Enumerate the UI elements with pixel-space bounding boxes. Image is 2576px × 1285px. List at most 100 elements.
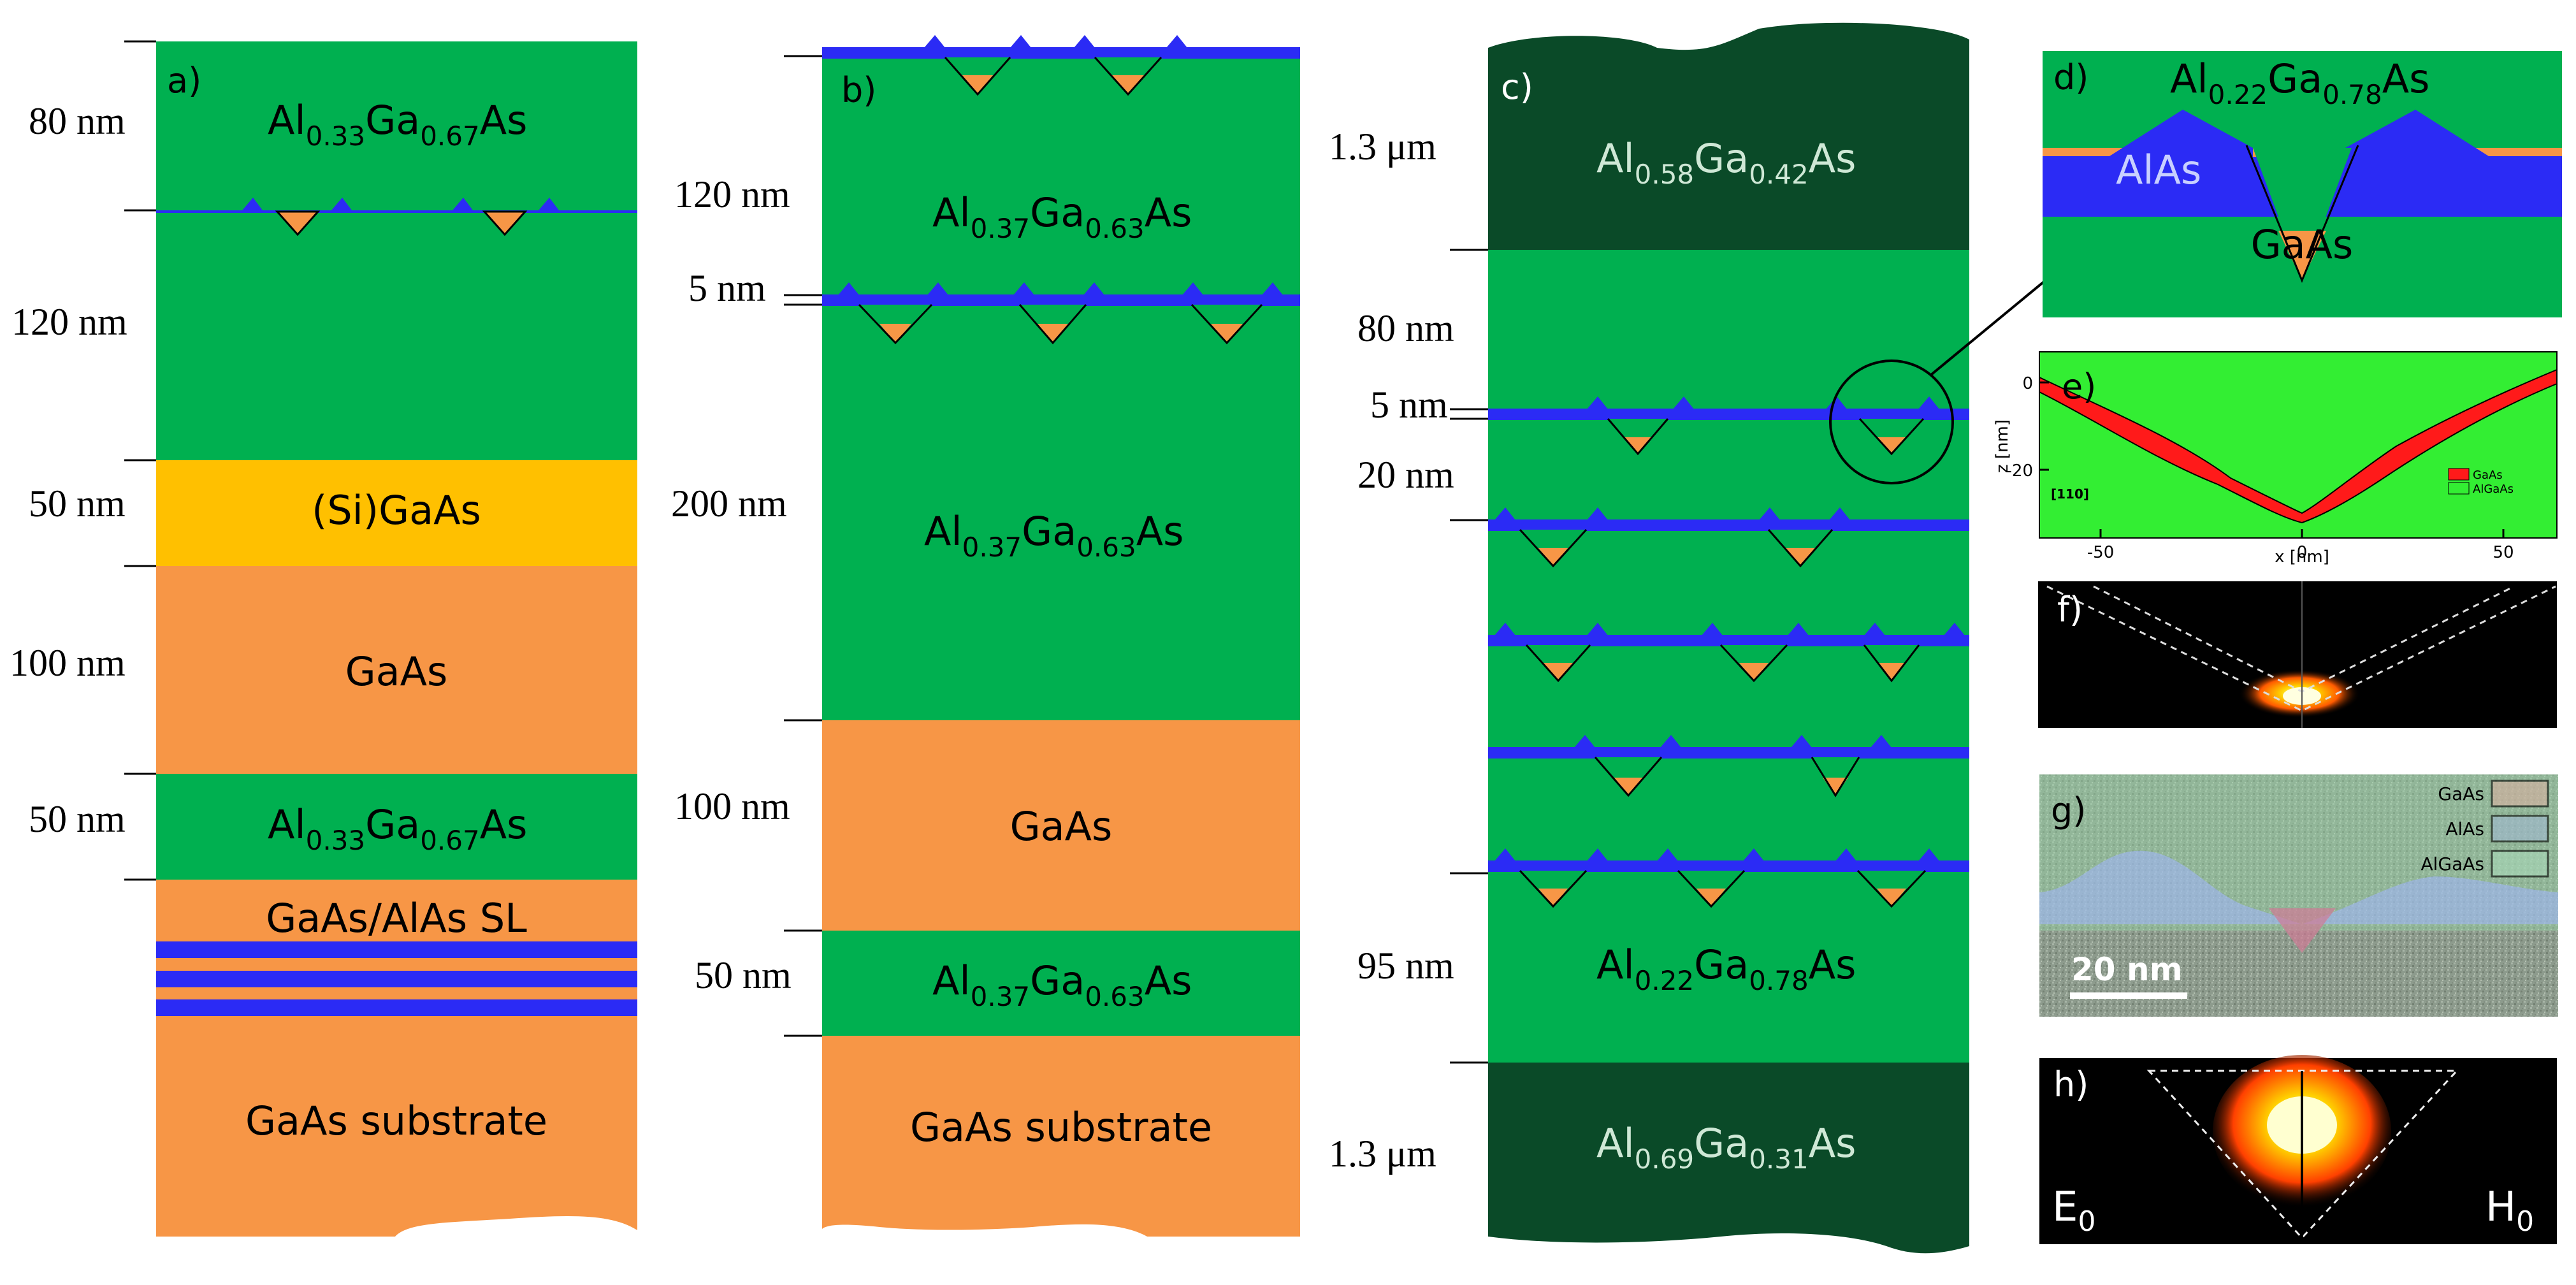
panel-e-ylabel: z [nm] xyxy=(1993,419,2012,473)
panel-e-legend-gaas: GaAs xyxy=(2473,468,2503,482)
panel-a-substrate-label: GaAs substrate xyxy=(245,1098,547,1144)
panel-b-substrate xyxy=(822,1036,1300,1237)
panel-e-legend-swatch-algaas xyxy=(2448,482,2470,495)
panel-d-vgroove-fill xyxy=(2253,148,2352,280)
panel-b-top-label: Al0.37Ga0.63As xyxy=(932,189,1192,244)
panel-d-gaas-wire xyxy=(2278,231,2326,280)
panel-e-direction: [110] xyxy=(2051,486,2089,502)
panel-c-bottom-cladding xyxy=(1488,1063,1969,1254)
panel-c: 1.3 μm 80 nm 5 nm 20 nm 95 nm 1.3 μm c) … xyxy=(1329,22,2094,1254)
panel-a-dim: 50 nm xyxy=(29,483,126,525)
panel-d-alas-right-mound xyxy=(2345,110,2562,217)
panel-b-mid-qwr-layer xyxy=(822,294,1300,306)
panel-g-gaas-tint xyxy=(2269,908,2336,953)
panel-b-mid-qwr xyxy=(838,282,1283,345)
panel-g-legend-swatch xyxy=(2491,780,2549,808)
panel-b: 120 nm 5 nm 200 nm 100 nm 50 nm b) Al0.3… xyxy=(671,35,1300,1237)
panel-a-sl-label: GaAs/AlAs SL xyxy=(266,895,527,941)
panel-e-ytick: 0 xyxy=(2022,374,2033,393)
panel-b-barrier-label: Al0.37Ga0.63As xyxy=(932,957,1192,1012)
panel-a-sl-stripe xyxy=(156,999,637,1016)
panel-a-gaas-layer xyxy=(156,566,637,774)
panel-c-dim: 95 nm xyxy=(1357,945,1454,987)
panel-b-dim: 120 nm xyxy=(674,173,790,215)
panel-a-barrier-algaas xyxy=(156,774,637,880)
panel-g-legend-algaas: AlGaAs xyxy=(2420,853,2484,875)
panel-g: GaAs AlAs AlGaAs 20 nm g) xyxy=(2039,774,2558,1017)
panel-a-substrate xyxy=(156,880,637,1237)
panel-a-sl-stripe xyxy=(156,971,637,987)
panel-h-e0: E0 xyxy=(2052,1184,2095,1238)
panel-g-legend-swatch xyxy=(2491,850,2549,878)
panel-a-sl-stripe xyxy=(156,941,637,958)
panel-e-legend-swatch-gaas xyxy=(2448,468,2470,481)
panel-e-plot-area xyxy=(2039,351,2558,539)
panel-e-gaas-region xyxy=(2039,368,2558,524)
panel-g-legend-gaas: GaAs xyxy=(2438,783,2484,804)
panel-a-label: a) xyxy=(167,61,201,101)
panel-c-core-label: Al0.22Ga0.78As xyxy=(1596,941,1856,996)
panel-b-gaas-label: GaAs xyxy=(1010,803,1113,850)
panel-h: h) E0 H0 xyxy=(2039,1055,2557,1244)
panel-a-dim: 120 nm xyxy=(11,301,127,343)
panel-c-dim: 20 nm xyxy=(1357,454,1454,496)
panel-b-barrier-algaas xyxy=(822,931,1300,1036)
panel-e: z [nm] 0 -20 -50 0 50 x [nm] [110] e) Ga… xyxy=(1993,351,2558,567)
panel-b-dim: 5 nm xyxy=(688,267,766,309)
panel-a-barrier-label: Al0.33Ga0.67As xyxy=(268,801,527,856)
panel-g-alas-tint xyxy=(2039,850,2558,924)
panel-g-label: g) xyxy=(2051,790,2086,831)
panel-c-qwr-layers xyxy=(1488,396,1969,908)
panel-c-top-cladding xyxy=(1488,22,1969,250)
panel-c-dim: 80 nm xyxy=(1357,307,1454,349)
panel-b-dim: 100 nm xyxy=(674,785,790,827)
panel-b-label: b) xyxy=(841,70,876,110)
panel-a: 80 nm 120 nm 50 nm 100 nm 50 nm a) Al0.3… xyxy=(10,40,637,1237)
panel-b-substrate-label: GaAs substrate xyxy=(910,1104,1212,1151)
panel-b-top-qwr xyxy=(924,35,1187,96)
panel-c-top-label: Al0.58Ga0.42As xyxy=(1596,135,1856,190)
panel-c-dim: 5 nm xyxy=(1370,384,1448,426)
panel-g-legend-alas: AlAs xyxy=(2445,818,2484,839)
panel-c-label: c) xyxy=(1501,67,1533,107)
panel-c-dim: 1.3 μm xyxy=(1329,126,1436,168)
panel-a-sigaas-label: (Si)GaAs xyxy=(312,487,481,534)
panel-g-legend-swatch xyxy=(2491,815,2549,843)
panel-b-dim: 50 nm xyxy=(695,954,792,996)
panel-e-ytick: -20 xyxy=(2006,461,2033,481)
panel-c-dim: 1.3 μm xyxy=(1329,1133,1436,1175)
panel-c-bottom-label: Al0.69Ga0.31As xyxy=(1596,1120,1856,1175)
panel-b-top-algaas xyxy=(822,51,1300,720)
panel-h-label: h) xyxy=(2053,1064,2088,1105)
panel-b-dim: 200 nm xyxy=(671,483,787,525)
panel-e-label: e) xyxy=(2062,367,2096,407)
panel-a-dim: 80 nm xyxy=(29,100,126,142)
panel-e-xlabel: x [nm] xyxy=(2275,548,2329,567)
panel-a-qwr-layer xyxy=(156,210,637,213)
panel-d-alas-left-mound xyxy=(2043,110,2253,217)
panel-b-middle-label: Al0.37Ga0.63As xyxy=(924,508,1183,563)
panel-b-top-qwr-layer xyxy=(822,47,1300,59)
panel-a-qwr xyxy=(242,198,559,236)
panel-e-legend-algaas: AlGaAs xyxy=(2473,483,2514,496)
panel-e-xtick: 50 xyxy=(2493,543,2514,562)
panel-d-groove-line xyxy=(2245,145,2359,283)
panel-a-gaas-label: GaAs xyxy=(345,648,448,695)
panel-a-sigaas-layer xyxy=(156,460,637,566)
panel-e-xtick: 0 xyxy=(2297,543,2308,562)
panel-e-xtick: -50 xyxy=(2087,543,2114,562)
panel-g-scale-label: 20 nm xyxy=(2071,951,2183,988)
panel-a-dim: 100 nm xyxy=(10,642,126,684)
panel-f-label: f) xyxy=(2057,590,2083,630)
panel-a-dim: 50 nm xyxy=(29,798,126,840)
panel-f: f) xyxy=(2038,581,2557,728)
panel-h-h0: H0 xyxy=(2486,1184,2534,1238)
panel-a-top-algaas xyxy=(156,41,637,460)
panel-d-label: d) xyxy=(2053,57,2088,98)
panel-a-top-label: Al0.33Ga0.67As xyxy=(268,97,527,152)
panel-d: d) Al0.22Ga0.78As AlAs GaAs xyxy=(2043,51,2562,317)
panel-d-alas-label: AlAs xyxy=(2116,147,2201,193)
panel-d-top-label: Al0.22Ga0.78As xyxy=(2170,55,2429,110)
panel-d-gaas-label: GaAs xyxy=(2251,221,2354,268)
